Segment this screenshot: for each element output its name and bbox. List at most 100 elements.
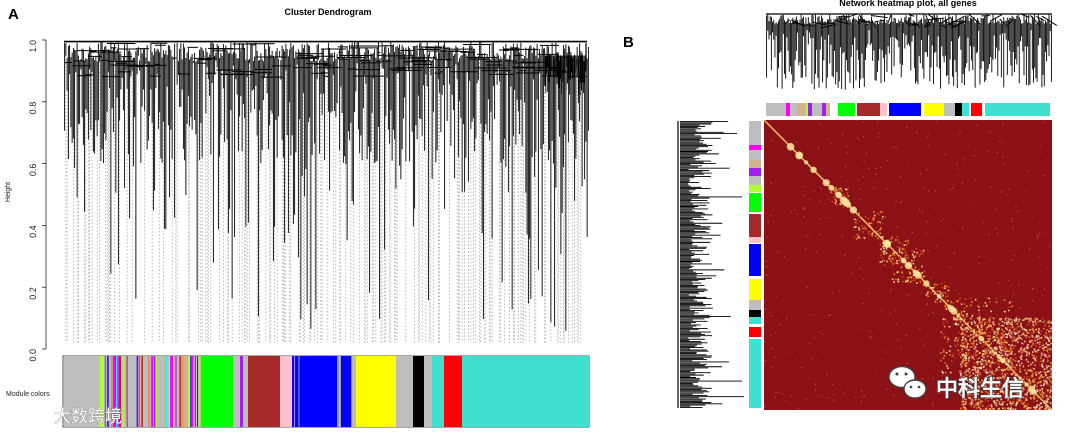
heatmap-cell <box>907 241 910 244</box>
module-blue-segment <box>292 356 352 427</box>
heatmap-cell <box>1006 389 1008 392</box>
heatmap-cell <box>801 366 803 369</box>
heatmap-cell <box>993 402 996 404</box>
top-dendrogram-merge <box>908 14 915 17</box>
heatmap-cell <box>897 271 900 273</box>
heatmap-cell <box>1038 343 1041 346</box>
heatmap-cell <box>1007 321 1010 323</box>
left-module-turquoise-segment <box>749 339 761 408</box>
dendrogram-a <box>64 40 589 343</box>
heatmap-cell <box>1041 388 1043 390</box>
heatmap-cell <box>975 387 978 390</box>
heatmap-cell <box>1015 338 1017 340</box>
heatmap-cell <box>1014 385 1016 387</box>
heatmap-cell <box>973 406 975 408</box>
heatmap-cell <box>832 400 835 402</box>
heatmap-cell <box>1034 383 1037 386</box>
heatmap-cell <box>1028 376 1031 379</box>
heatmap-cell <box>932 230 934 232</box>
heatmap-cell <box>1043 339 1046 341</box>
heatmap-cell <box>1000 301 1002 304</box>
heatmap-cell <box>1000 346 1002 348</box>
heatmap-cell <box>978 334 981 336</box>
heatmap-cell <box>985 387 987 390</box>
heatmap-cell <box>947 289 949 292</box>
heatmap-cell <box>1036 400 1038 402</box>
heatmap-cell <box>962 314 965 317</box>
heatmap-cell <box>1013 336 1015 339</box>
heatmap-cell <box>993 318 996 320</box>
heatmap-cell <box>1038 408 1041 410</box>
left-module-grey-segment <box>749 300 761 310</box>
heatmap-cell <box>1003 400 1006 403</box>
heatmap-cell <box>952 184 954 186</box>
heatmap-cell <box>891 253 894 256</box>
heatmap-cell <box>966 335 969 338</box>
heatmap-cell <box>1027 403 1029 405</box>
heatmap-cell <box>903 150 905 152</box>
heatmap-cell <box>1013 376 1016 378</box>
heatmap-cell <box>957 343 959 346</box>
heatmap-cell <box>968 375 971 378</box>
heatmap-cell <box>1045 343 1048 345</box>
heatmap-cell <box>993 332 996 335</box>
heatmap-cell <box>992 337 994 339</box>
heatmap-cell <box>979 332 981 334</box>
heatmap-cell <box>985 304 988 307</box>
heatmap-cell <box>802 350 804 352</box>
heatmap-cell <box>1023 319 1025 321</box>
heatmap-cell <box>1045 354 1047 356</box>
heatmap-cell <box>980 400 982 403</box>
heatmap-cell <box>987 408 989 410</box>
heatmap-cell <box>839 383 841 385</box>
heatmap-cell <box>1039 381 1042 384</box>
heatmap-cell <box>978 315 981 318</box>
heatmap-cell <box>803 194 805 196</box>
heatmap-cell <box>796 239 798 241</box>
heatmap-cell <box>995 228 998 230</box>
module-brown-segment <box>248 356 280 427</box>
top-module-grey-segment <box>766 103 786 116</box>
heatmap-cell <box>1041 363 1044 366</box>
heatmap-cell <box>839 203 842 205</box>
heatmap-cell <box>1038 391 1041 394</box>
heatmap-cell <box>970 382 973 384</box>
heatmap-cell <box>987 393 990 396</box>
module-streak <box>168 356 170 427</box>
heatmap-cell <box>988 321 991 323</box>
heatmap-cell <box>922 276 924 279</box>
heatmap-cell <box>1002 343 1005 345</box>
top-dendrogram-merge <box>1041 15 1058 27</box>
heatmap-cell <box>1043 402 1046 404</box>
top-dendrogram-merge <box>903 20 912 27</box>
heatmap-cell <box>774 396 776 398</box>
heatmap-cell <box>961 345 964 348</box>
top-module-grey-segment <box>812 103 822 116</box>
module-streak <box>151 356 153 427</box>
heatmap-cell <box>971 336 974 338</box>
heatmap-hotspot <box>804 160 809 165</box>
top-dendrogram-merge <box>858 14 868 26</box>
heatmap-cell <box>961 388 964 390</box>
heatmap-cell <box>950 300 952 303</box>
heatmap-cell <box>1036 385 1038 387</box>
heatmap-cell <box>1003 299 1006 301</box>
heatmap-cell <box>1017 320 1020 323</box>
heatmap-cell <box>981 345 984 347</box>
heatmap-cell <box>978 309 980 312</box>
heatmap-cell <box>1044 130 1046 132</box>
heatmap-cell <box>1046 367 1048 369</box>
heatmap-cell <box>985 371 987 374</box>
heatmap-cell <box>974 298 977 301</box>
heatmap-cell <box>871 300 874 302</box>
heatmap-cell <box>858 235 860 237</box>
heatmap-cell <box>970 393 972 396</box>
heatmap-cell <box>1014 374 1017 376</box>
heatmap-cell <box>1018 360 1020 362</box>
heatmap-cell <box>945 308 948 311</box>
heatmap-cell <box>1006 348 1009 351</box>
heatmap-cell <box>985 349 988 352</box>
heatmap-cell <box>976 358 979 360</box>
heatmap-cell <box>1026 408 1029 410</box>
heatmap-cell <box>981 405 984 407</box>
